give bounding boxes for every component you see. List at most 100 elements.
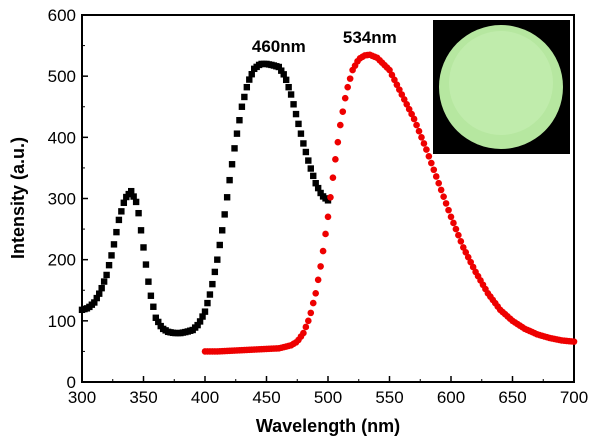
data-point	[312, 180, 319, 187]
data-point	[216, 241, 223, 249]
data-point	[204, 299, 211, 307]
data-point	[300, 329, 307, 337]
data-point	[332, 156, 339, 163]
data-point	[462, 249, 470, 256]
data-point	[290, 101, 297, 108]
data-point	[388, 71, 396, 79]
y-tick-label: 400	[48, 128, 76, 147]
data-point	[248, 71, 255, 78]
data-point	[211, 268, 219, 276]
data-point	[128, 187, 135, 195]
data-point	[110, 241, 118, 248]
data-point	[96, 290, 103, 297]
data-point	[440, 193, 447, 200]
data-point	[145, 278, 152, 285]
data-point	[432, 173, 440, 180]
data-point	[405, 105, 413, 113]
data-point	[408, 110, 415, 118]
data-point	[312, 290, 320, 297]
data-point	[386, 66, 393, 74]
data-point	[98, 284, 105, 292]
data-point	[105, 261, 113, 269]
data-point	[396, 86, 403, 93]
y-tick-label: 100	[48, 312, 76, 331]
data-point	[334, 138, 342, 146]
data-point	[307, 309, 315, 317]
data-point	[194, 321, 201, 329]
data-point	[219, 227, 226, 234]
y-tick-label: 500	[48, 67, 76, 86]
data-point	[115, 216, 123, 224]
data-point	[206, 291, 214, 298]
x-tick-label: 400	[191, 388, 219, 407]
data-point	[415, 127, 423, 135]
data-point	[302, 323, 310, 331]
data-point	[209, 280, 216, 288]
data-point	[317, 189, 324, 197]
peak-annotation: 460nm	[252, 37, 306, 56]
data-point	[437, 186, 445, 194]
data-point	[246, 76, 253, 83]
y-axis-label: Intensity (a.u.)	[8, 137, 28, 259]
peak-annotation: 534nm	[343, 28, 397, 47]
data-point	[324, 197, 332, 204]
x-tick-label: 550	[375, 388, 403, 407]
data-point	[310, 172, 317, 180]
tick-labels: 300 350 400 450 500 550 600 650 700 0 100 200 300 400…	[48, 6, 589, 407]
data-point	[452, 225, 460, 233]
data-point	[132, 198, 140, 206]
data-point	[285, 83, 292, 91]
x-axis-label: Wavelength (nm)	[256, 416, 400, 436]
data-point	[403, 101, 411, 108]
data-point	[233, 130, 241, 137]
data-point	[155, 318, 162, 326]
data-point	[418, 134, 425, 141]
data-point	[460, 244, 467, 251]
x-tick-label: 450	[252, 388, 280, 407]
data-point	[319, 247, 327, 255]
data-point	[305, 317, 312, 325]
data-point	[152, 314, 159, 321]
data-point	[221, 211, 228, 218]
data-point	[327, 193, 334, 201]
data-point	[226, 176, 233, 184]
data-point	[201, 308, 209, 315]
data-point	[337, 121, 344, 129]
x-tick-label: 600	[437, 388, 465, 407]
y-tick-label: 0	[67, 373, 76, 392]
data-point	[346, 75, 354, 82]
data-point	[287, 91, 295, 98]
data-point	[297, 130, 305, 137]
data-point	[278, 67, 285, 74]
inset-photo	[433, 20, 570, 154]
data-point	[130, 193, 137, 200]
x-tick-label: 700	[560, 388, 588, 407]
data-point	[103, 271, 110, 279]
x-tick-label: 300	[68, 388, 96, 407]
data-point	[423, 146, 430, 153]
data-point	[435, 179, 443, 187]
inset-glow-core	[449, 31, 553, 135]
data-point	[214, 256, 221, 263]
series-layer	[78, 51, 578, 355]
data-point	[410, 115, 418, 123]
data-point	[309, 299, 317, 307]
x-tick-label: 500	[314, 388, 342, 407]
data-point	[398, 91, 406, 98]
data-point	[393, 81, 401, 89]
data-point	[280, 71, 287, 78]
annotation-layer: 460nm 534nm	[252, 28, 397, 56]
data-point	[196, 318, 204, 325]
data-point	[391, 76, 398, 84]
data-point	[241, 93, 248, 101]
data-point	[314, 276, 322, 284]
y-tick-label: 200	[48, 251, 76, 270]
data-point	[135, 209, 142, 217]
y-tick-label: 600	[48, 6, 76, 25]
data-point	[137, 227, 145, 234]
data-point	[442, 200, 450, 207]
data-point	[457, 238, 465, 245]
data-point	[142, 261, 150, 268]
data-point	[307, 165, 314, 172]
data-point	[100, 278, 108, 285]
